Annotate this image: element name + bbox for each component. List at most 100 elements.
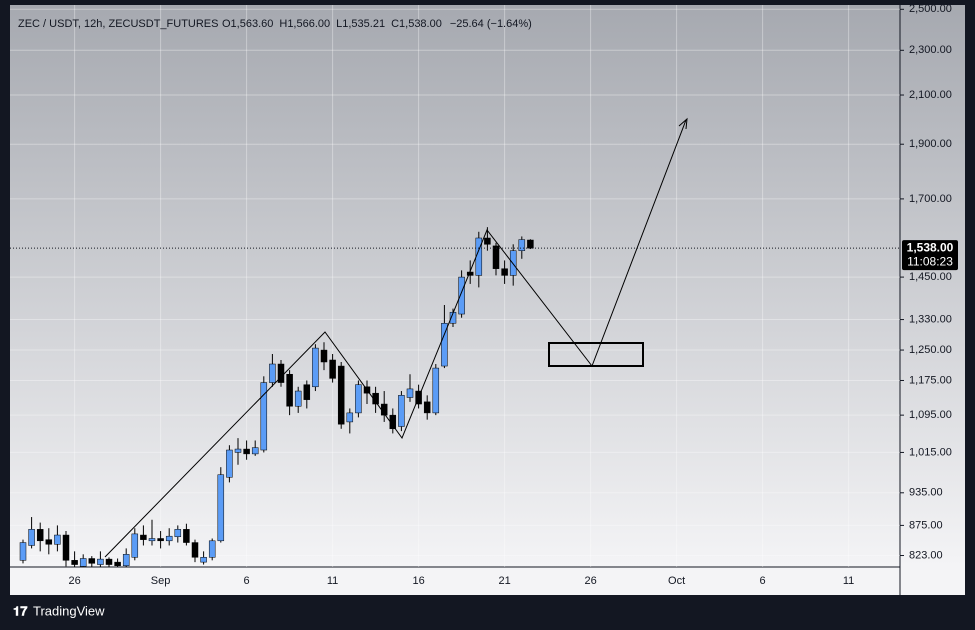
candle-body [303,384,311,400]
candle-body [286,373,293,407]
candle-body [406,388,414,398]
candle-body [398,395,405,427]
candle-body [114,561,121,567]
ohlc-value: L1,535.21 [336,18,385,30]
countdown: 11:08:23 [907,254,953,268]
candle-body [174,529,182,538]
candle-body [97,558,104,565]
zigzag-projection [104,119,687,558]
candle-body [183,529,190,543]
candle-body [131,533,139,558]
x-tick-label: Sep [151,575,171,587]
y-tick-label: 1,015.00 [909,446,952,458]
candle-body [45,539,53,545]
symbol: ZEC / USDT, 12h, ZECUSDT_FUTURES [18,18,218,30]
ohlc-value: O1,563.60 [222,18,273,30]
candle-body [432,367,440,414]
time-axis-background [10,567,965,595]
y-tick-label: 1,095.00 [909,409,952,421]
ohlc-value: C1,538.00 [391,18,442,30]
x-tick-label: 11 [327,575,338,587]
ohlc-value: H1,566.00 [279,18,330,30]
candle-body [19,542,27,561]
candle-body [36,529,44,542]
y-tick-label: 1,450.00 [909,271,952,283]
candle-body [243,448,250,455]
candle-body [71,560,78,565]
x-tick-label: 26 [584,575,596,587]
candle-body [217,474,225,542]
y-tick-label: 1,330.00 [909,313,952,325]
candle-body [441,323,448,367]
candle-body [355,384,362,414]
candle-body [157,538,164,542]
change: −25.64 (−1.64%) [450,18,532,30]
candle-body [260,382,268,451]
candle-body [79,558,87,567]
x-tick-label: 16 [412,575,424,587]
candle-body [466,271,474,276]
candle-body [372,392,379,405]
candle-body [122,554,130,567]
candle-body [208,540,216,558]
candle-body [423,401,431,414]
y-tick-label: 2,100.00 [909,89,952,101]
candle-body [140,534,147,540]
candle-body [191,542,199,558]
candle-body [234,448,242,453]
y-tick-label: 2,500.00 [909,3,952,15]
candle-body [501,268,508,276]
candle-body [294,390,302,407]
candle-body [527,239,534,249]
grid [10,5,900,567]
y-tick-label: 2,300.00 [909,44,952,56]
y-tick-label: 823.00 [909,549,943,561]
candle-body [148,538,156,542]
candle-body [226,449,233,478]
candle-body [28,529,35,546]
y-tick-label: 1,250.00 [909,344,952,356]
drawings [104,117,688,558]
candle-body [54,534,61,545]
y-tick-label: 935.00 [909,487,943,499]
y-tick-label: 1,175.00 [909,374,952,386]
candle-body [165,535,173,542]
target-zone [548,342,644,367]
candles [19,227,534,567]
candle-body [484,237,491,245]
candle-body [337,365,345,425]
candle-body [200,557,207,563]
arrow-head [678,117,688,130]
candle-body [518,239,526,251]
x-tick-label: 6 [244,575,250,587]
x-tick-label: 21 [498,575,510,587]
candle-body [62,534,70,561]
price-label-box [902,240,958,271]
candle-body [458,276,465,315]
logo-mark: 𝟏𝟕 [13,603,28,618]
x-tick-label: 6 [760,575,766,587]
x-tick-label: Oct [668,575,685,587]
plot-background [10,5,965,567]
current-price-label: 1,538.00 [907,240,954,254]
candle-body [509,250,517,276]
candle-body [346,412,354,423]
y-tick-label: 1,700.00 [909,193,952,205]
candle-body [312,347,319,388]
candle-body [251,447,259,455]
ohlc-legend: O1,563.60 H1,566.00 L1,535.21 C1,538.00 −25.… [222,18,532,30]
candle-body [492,245,500,269]
candle-body [320,349,328,363]
y-tick-label: 875.00 [909,519,943,531]
x-tick-label: 26 [68,575,80,587]
candle-body [269,363,276,383]
candle-body [88,558,96,564]
candle-body [329,359,336,379]
y-tick-label: 1,900.00 [909,138,952,150]
candle-body [105,558,113,565]
x-tick-label: 11 [843,575,854,587]
brand-name: TradingView [33,603,105,618]
brand: 𝟏𝟕 TradingView [13,603,105,618]
